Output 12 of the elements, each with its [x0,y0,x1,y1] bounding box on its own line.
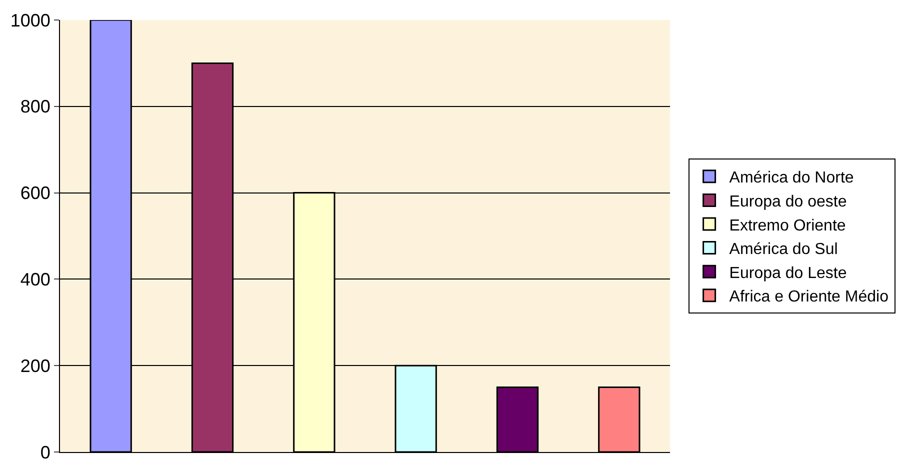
y-tick-label: 200 [20,356,50,376]
y-tick-label: 1000 [10,10,50,30]
y-tick-label: 800 [20,96,50,117]
legend-label: Europa do Leste [729,264,847,282]
legend-label: Africa e Oriente Médio [729,288,889,306]
legend-label: América do Norte [729,170,854,187]
y-tick-label: 400 [20,270,50,290]
legend-label: América do Sul [729,241,838,258]
legend-label: Europa do oeste [729,193,847,210]
y-tick-label: 600 [20,183,50,204]
y-tick-label: 0 [40,442,50,462]
legend-label: Extremo Oriente [729,217,846,234]
